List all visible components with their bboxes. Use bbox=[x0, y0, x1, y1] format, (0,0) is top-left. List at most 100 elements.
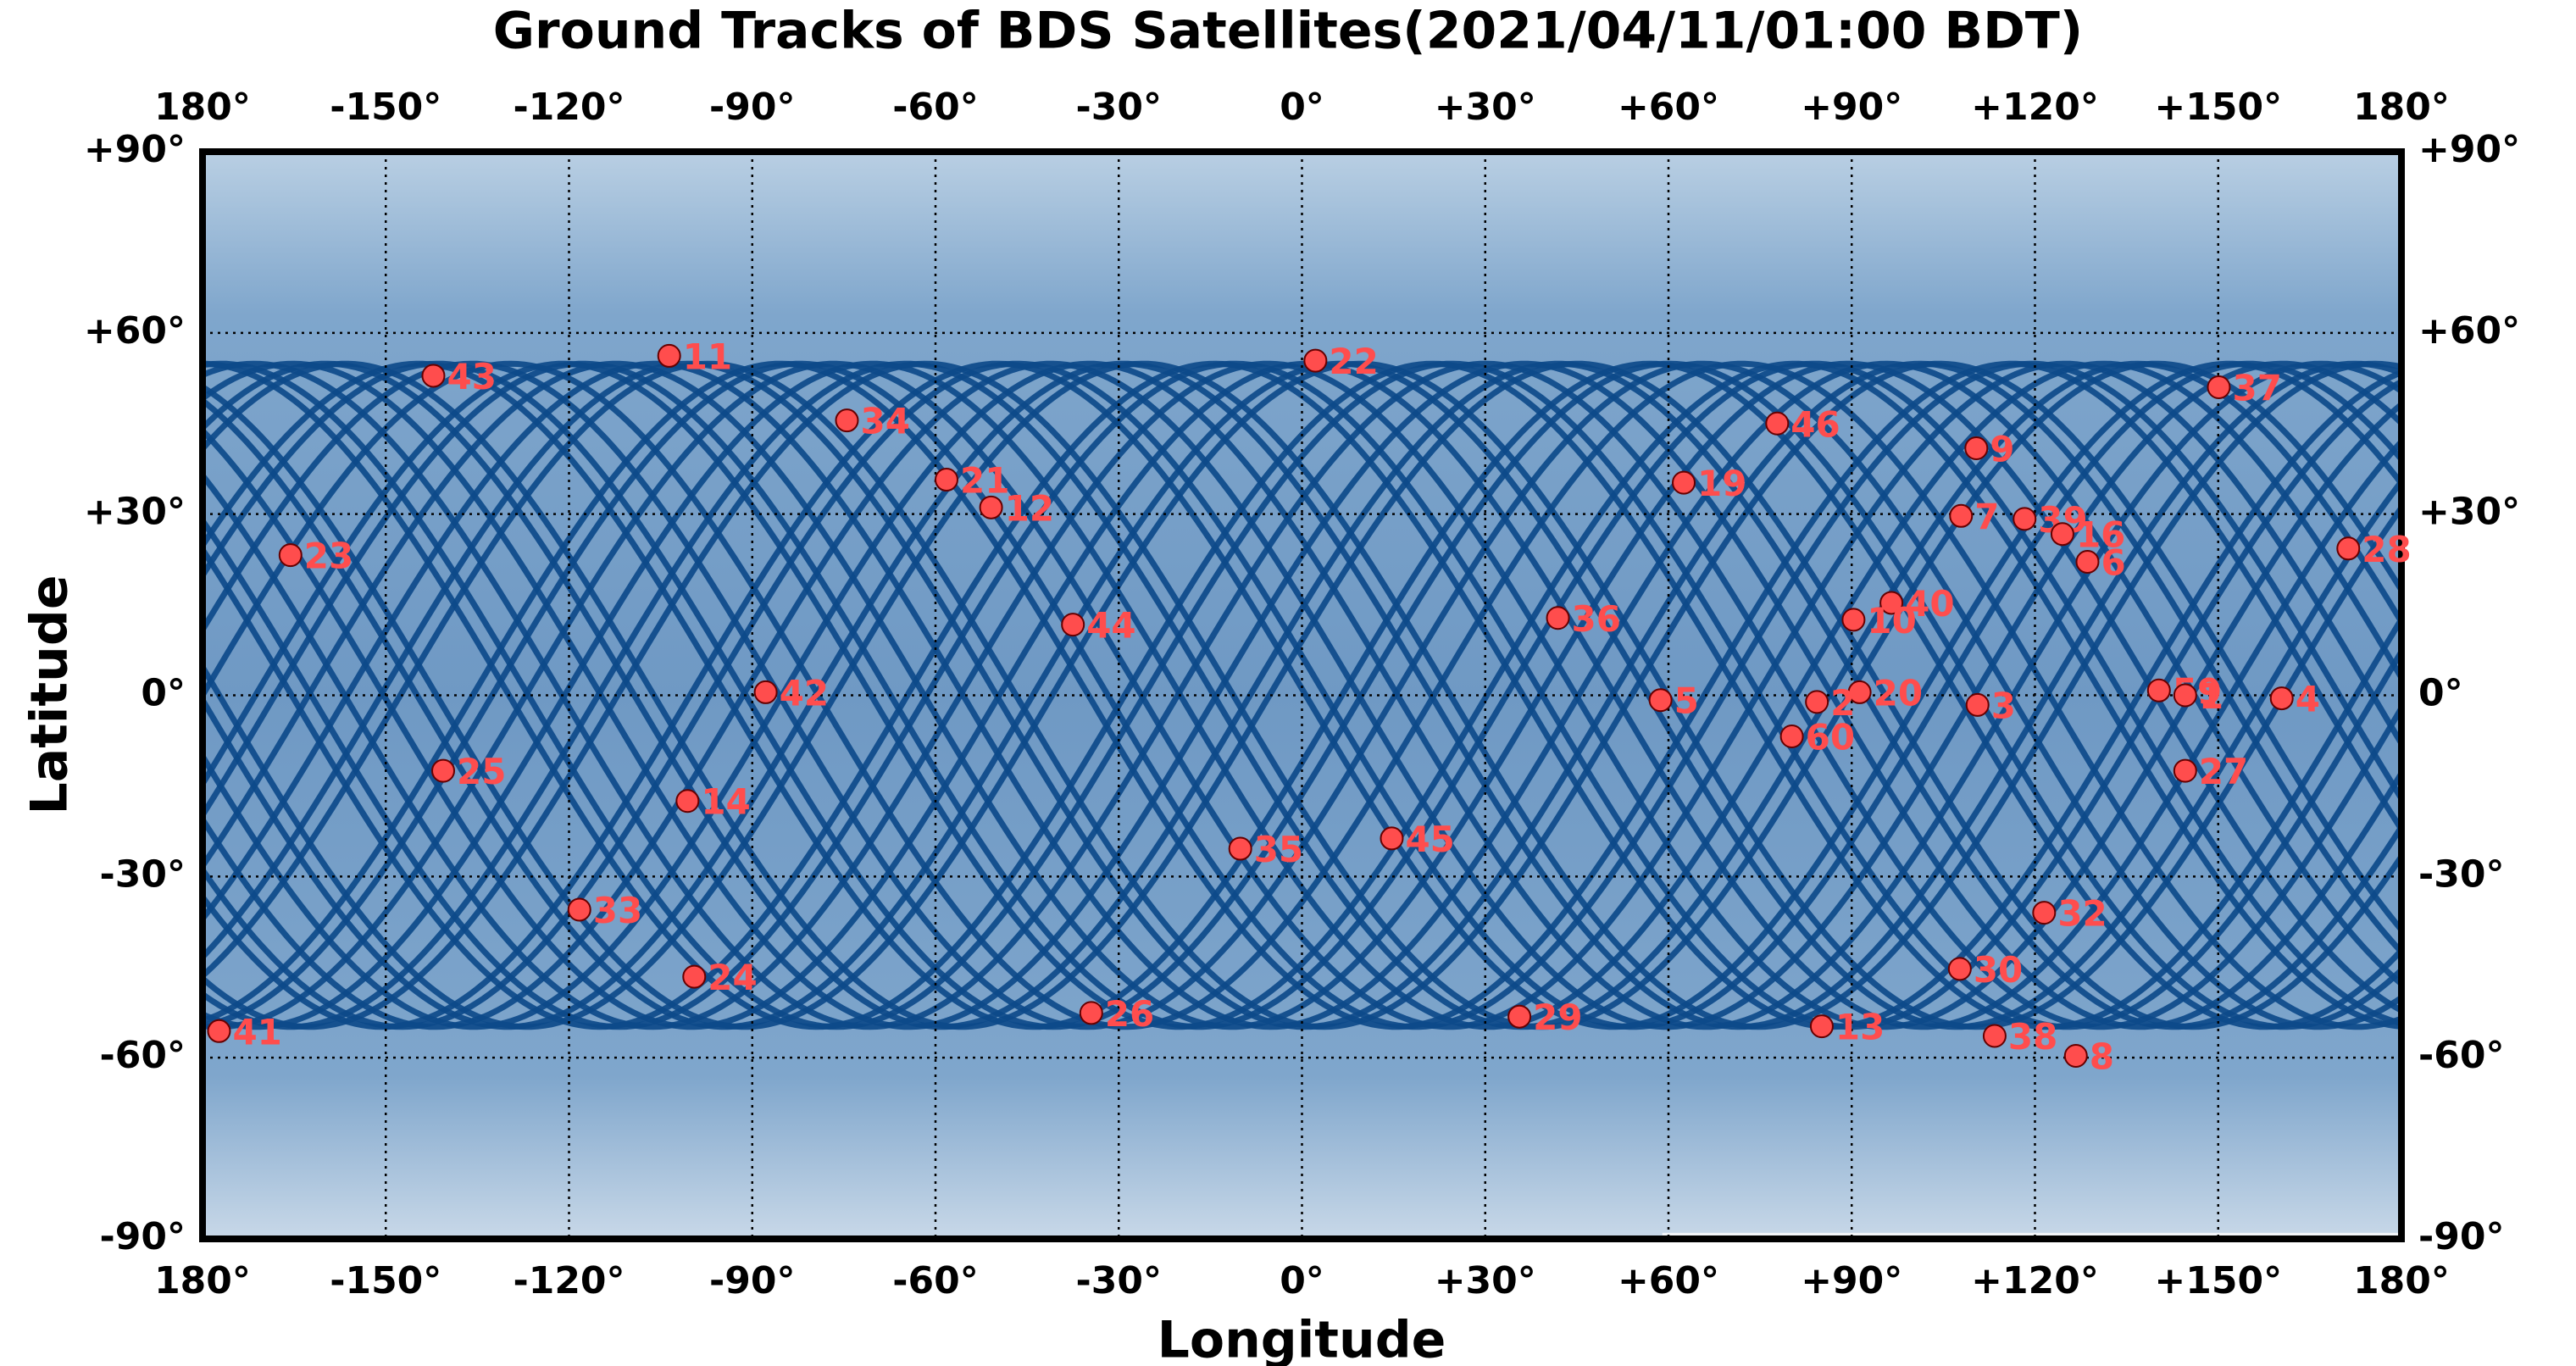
ground-track bbox=[203, 360, 2401, 1030]
ground-track bbox=[203, 360, 2401, 1030]
satellite-point bbox=[2269, 686, 2294, 711]
satellite-label: 7 bbox=[1974, 496, 1999, 537]
satellite-label: 28 bbox=[2362, 529, 2411, 570]
x-tick-label: -150° bbox=[330, 1259, 441, 1302]
satellite-point bbox=[2063, 1044, 2088, 1069]
chart-title: Ground Tracks of BDS Satellites(2021/04/… bbox=[493, 2, 2083, 61]
satellite-point bbox=[567, 897, 591, 922]
satellite-point bbox=[2146, 678, 2171, 702]
satellite-label: 23 bbox=[304, 536, 353, 577]
satellite-label: 30 bbox=[1974, 949, 2023, 991]
y-tick-label: +60° bbox=[84, 309, 186, 353]
y-tick-label-right: 0° bbox=[2418, 672, 2463, 715]
satellite-point bbox=[421, 364, 446, 388]
satellite-label: 2 bbox=[1830, 682, 1855, 724]
ground-track bbox=[203, 360, 2401, 1030]
y-tick-label: -90° bbox=[100, 1215, 186, 1258]
x-tick-label-top: +120° bbox=[1971, 86, 2099, 129]
x-tick-label: -90° bbox=[709, 1259, 796, 1302]
x-tick-label-top: 180° bbox=[154, 86, 251, 129]
ground-track bbox=[203, 360, 2401, 1030]
satellite-label: 37 bbox=[2232, 367, 2281, 408]
x-tick-label-top: +30° bbox=[1435, 86, 1536, 129]
x-tick-label: -30° bbox=[1076, 1259, 1163, 1302]
ground-track bbox=[203, 360, 2401, 1030]
satellite-point bbox=[1079, 1001, 1103, 1025]
satellite-label: 46 bbox=[1790, 403, 1840, 445]
satellite-label: 6 bbox=[2101, 541, 2125, 583]
satellite-label: 38 bbox=[2008, 1016, 2057, 1058]
ground-tracks bbox=[203, 360, 2401, 1030]
satellite-point bbox=[2336, 536, 2361, 561]
x-tick-label-top: +90° bbox=[1801, 86, 1902, 129]
y-tick-label-right: -90° bbox=[2418, 1215, 2505, 1258]
satellite-point bbox=[2050, 522, 2074, 547]
x-tick-label-top: 0° bbox=[1280, 86, 1324, 129]
x-tick-label: +120° bbox=[1971, 1259, 2099, 1302]
satellite-label: 13 bbox=[1835, 1007, 1885, 1048]
satellite-point bbox=[2173, 758, 2197, 783]
satellite-point bbox=[657, 343, 681, 368]
x-tick-label: 0° bbox=[1280, 1259, 1324, 1302]
satellite-label: 36 bbox=[1572, 598, 1621, 640]
satellite-label: 45 bbox=[1405, 819, 1454, 860]
satellite-label: 27 bbox=[2199, 751, 2248, 792]
satellite-label: 14 bbox=[701, 781, 750, 823]
satellite-label: 1 bbox=[2199, 675, 2223, 717]
satellite-label: 32 bbox=[2057, 893, 2107, 935]
satellite-label: 26 bbox=[1105, 993, 1154, 1035]
y-tick-label: +90° bbox=[84, 128, 186, 171]
satellite-point bbox=[675, 789, 700, 813]
ground-track bbox=[203, 360, 2401, 1030]
satellite-point bbox=[753, 680, 778, 704]
ground-track bbox=[203, 360, 2401, 1030]
y-tick-label-right: -60° bbox=[2418, 1034, 2505, 1077]
ground-track bbox=[203, 360, 2401, 1030]
y-tick-label: 0° bbox=[141, 672, 186, 715]
satellite-point bbox=[1982, 1024, 2007, 1048]
satellite-point bbox=[1879, 591, 1904, 615]
satellite-label: 5 bbox=[1674, 680, 1699, 722]
satellite-point bbox=[2207, 375, 2231, 399]
satellite-label: 60 bbox=[1806, 716, 1855, 758]
satellite-point bbox=[1061, 613, 1085, 637]
satellite-label: 19 bbox=[1697, 463, 1746, 504]
x-tick-label-top: -150° bbox=[330, 86, 441, 129]
satellite-point bbox=[1841, 608, 1866, 632]
satellite-point bbox=[278, 543, 303, 568]
satellite-label: 8 bbox=[2090, 1036, 2114, 1078]
ground-track bbox=[203, 360, 2401, 1030]
ground-track bbox=[203, 360, 2401, 1030]
ground-track bbox=[203, 360, 2401, 1030]
satellite-label: 24 bbox=[708, 957, 757, 998]
satellite-label: 11 bbox=[683, 336, 732, 377]
satellite-point bbox=[2012, 507, 2037, 531]
satellite-label: 29 bbox=[1533, 997, 1582, 1038]
x-tick-label: -120° bbox=[513, 1259, 625, 1302]
ground-track bbox=[203, 360, 2401, 1030]
satellite-label: 34 bbox=[860, 401, 909, 442]
x-tick-label-top: -90° bbox=[709, 86, 796, 129]
x-tick-label: +60° bbox=[1618, 1259, 1719, 1302]
x-tick-label-top: -60° bbox=[892, 86, 979, 129]
satellite-label: 22 bbox=[1329, 341, 1378, 382]
y-tick-label-right: +90° bbox=[2418, 128, 2520, 171]
satellite-label: 44 bbox=[1086, 605, 1135, 647]
satellite-point bbox=[1964, 436, 1989, 460]
satellite-label: 16 bbox=[2076, 514, 2125, 556]
x-tick-label-top: -120° bbox=[513, 86, 625, 129]
satellite-point bbox=[207, 1019, 231, 1043]
ground-track bbox=[203, 360, 2401, 1030]
satellite-label: 9 bbox=[1990, 428, 2014, 469]
satellite-label: 43 bbox=[447, 356, 496, 397]
x-tick-label-top: +150° bbox=[2154, 86, 2282, 129]
satellite-label: 4 bbox=[2296, 679, 2320, 720]
y-tick-label: -30° bbox=[100, 852, 186, 896]
satellite-label: 33 bbox=[593, 890, 642, 931]
y-axis-label: Latitude bbox=[20, 575, 80, 814]
y-tick-label-right: +30° bbox=[2418, 491, 2520, 534]
satellite-point bbox=[1546, 606, 1570, 630]
satellite-point bbox=[1303, 348, 1328, 373]
satellite-point bbox=[1965, 692, 1990, 717]
